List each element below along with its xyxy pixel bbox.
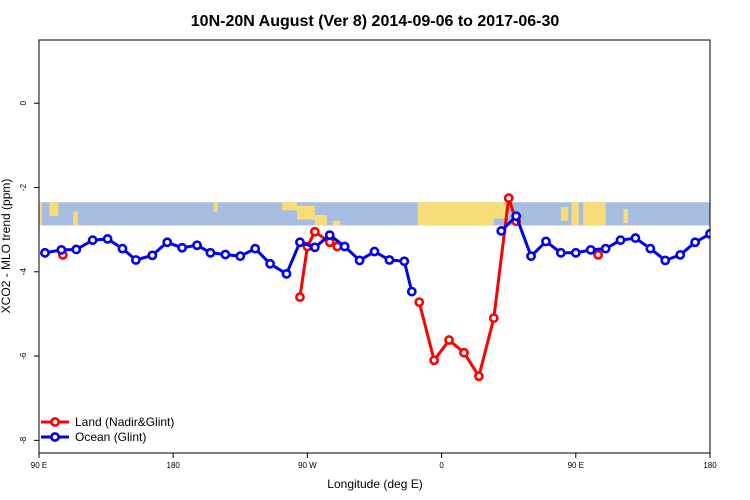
land-shape — [417, 202, 494, 226]
data-point — [570, 247, 581, 258]
land-shape — [493, 202, 509, 219]
land-shape — [332, 220, 341, 226]
world-map-band — [39, 202, 710, 226]
data-point — [205, 247, 216, 258]
land-shape — [73, 211, 78, 226]
data-point — [102, 234, 113, 244]
data-point — [339, 241, 350, 252]
land-shape — [560, 206, 569, 221]
series-layer — [40, 193, 710, 382]
y-tick-label: -2 — [19, 183, 28, 191]
data-point — [384, 255, 395, 265]
data-point — [71, 244, 82, 255]
series-ocean — [40, 211, 710, 297]
land-shape — [623, 209, 628, 224]
ocean-band — [39, 202, 710, 226]
land-shape — [39, 202, 42, 226]
data-point — [496, 226, 507, 236]
data-point — [295, 237, 305, 248]
x-tick-label: 180 — [703, 461, 717, 470]
data-point — [162, 237, 173, 248]
data-point — [444, 335, 454, 345]
data-point — [488, 313, 499, 324]
x-axis: 90 E 180 90 W 0 90 E 180 — [31, 453, 717, 470]
data-point — [131, 255, 141, 265]
data-point — [585, 244, 596, 255]
legend-label: Land (Nadir&Glint) — [75, 415, 174, 429]
data-point — [354, 255, 365, 266]
data-point — [473, 371, 484, 382]
land-shape — [571, 202, 579, 226]
data-point — [369, 246, 380, 257]
data-point — [40, 247, 50, 258]
data-point — [414, 297, 425, 308]
data-point — [265, 258, 276, 269]
x-tick-label: 90 E — [31, 461, 47, 470]
data-point — [593, 250, 604, 260]
data-point — [600, 243, 611, 254]
data-point — [235, 251, 246, 262]
data-point — [705, 228, 710, 239]
data-point — [177, 242, 188, 253]
data-point — [660, 255, 671, 266]
x-tick-label: 90 W — [298, 461, 317, 470]
x-tick-label: 0 — [439, 461, 444, 470]
data-point — [541, 236, 551, 247]
x-tick-label: 180 — [167, 461, 181, 470]
data-point — [192, 240, 202, 251]
data-point — [630, 233, 641, 243]
data-point — [281, 268, 292, 279]
land-shape — [213, 202, 218, 212]
data-point — [309, 226, 320, 237]
data-point — [675, 250, 686, 260]
data-point — [87, 235, 98, 246]
legend-marker — [50, 432, 60, 442]
data-point — [645, 243, 656, 254]
legend: Land (Nadir&Glint)Ocean (Glint) — [41, 415, 174, 444]
data-point — [56, 244, 67, 255]
data-point — [250, 243, 261, 254]
land-shape — [583, 202, 606, 226]
data-point — [399, 256, 410, 267]
x-axis-label: Longitude (deg E) — [327, 477, 422, 491]
land-shape — [49, 202, 59, 217]
data-point — [526, 251, 536, 262]
data-point — [220, 249, 231, 260]
y-tick-label: -4 — [19, 268, 28, 276]
legend-label: Ocean (Glint) — [75, 430, 146, 444]
data-point — [615, 235, 626, 246]
y-axis-label: XCO2 - MLO trend (ppm) — [0, 179, 13, 314]
y-axis: 0 -2 -4 -6 -8 — [19, 100, 39, 444]
data-point — [406, 286, 417, 297]
data-point — [690, 237, 700, 248]
chart-title: 10N-20N August (Ver 8) 2014-09-06 to 201… — [191, 13, 560, 30]
data-point — [429, 355, 440, 366]
data-point — [147, 250, 158, 261]
data-point — [555, 247, 566, 258]
y-tick-label: -8 — [19, 436, 28, 444]
data-point — [324, 230, 335, 241]
data-point — [117, 243, 128, 254]
land-shape — [282, 202, 297, 211]
data-point — [309, 242, 320, 253]
series-land — [57, 193, 604, 382]
y-tick-label: 0 — [19, 100, 28, 105]
x-tick-label: 90 E — [568, 461, 584, 470]
plot-frame — [38, 39, 711, 454]
data-point — [295, 292, 305, 302]
data-point — [503, 193, 514, 203]
land-shape — [296, 205, 315, 220]
data-point — [459, 347, 469, 358]
y-tick-label: -6 — [19, 352, 28, 360]
land-shape — [314, 214, 327, 226]
data-point — [511, 211, 522, 222]
legend-marker — [50, 417, 60, 427]
